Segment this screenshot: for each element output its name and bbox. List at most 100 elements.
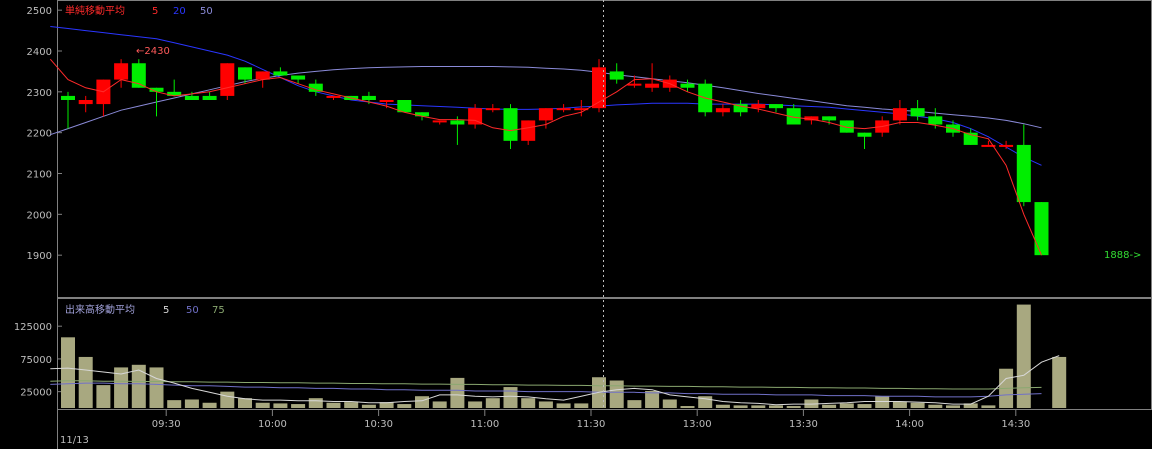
time-tick-label: 13:00 [683, 419, 712, 430]
candle-body [1034, 202, 1049, 256]
price-legend-sma20: 20 [173, 6, 186, 17]
volume-bar [468, 401, 483, 408]
volume-bar [397, 404, 412, 408]
candle-body [999, 144, 1014, 147]
volume-bar [680, 406, 695, 408]
sma5-line [49, 58, 1042, 256]
volume-bar [786, 406, 801, 408]
candle-body [715, 108, 730, 113]
volume-bar [521, 398, 536, 408]
volume-bar [344, 402, 359, 408]
volume-bar [96, 385, 111, 408]
volume-bar [149, 367, 164, 408]
price-tick-label: 2200 [27, 129, 52, 140]
candle-body [910, 108, 925, 117]
volume-bar [220, 391, 235, 408]
volume-bar [662, 399, 677, 408]
candle-body [220, 63, 235, 96]
candle-body [149, 87, 164, 92]
volume-bar [839, 403, 854, 408]
volume-bar [574, 403, 589, 408]
volume-tick-label: 125000 [14, 322, 52, 333]
time-tick-label: 14:30 [1001, 419, 1030, 430]
volume-bar [415, 396, 429, 408]
volume-bar [698, 396, 713, 408]
volume-ma75-line [50, 380, 1042, 390]
volume-legend-ma75: 75 [212, 305, 225, 316]
price-tick-label: 2300 [27, 88, 52, 99]
time-tick-label: 14:00 [895, 419, 924, 430]
candle-body [857, 132, 872, 137]
volume-bar [981, 405, 996, 408]
last-price-annotation: 1888-> [1104, 250, 1141, 261]
candle-body [592, 67, 606, 109]
candle-body [892, 108, 907, 121]
price-tick-label: 2100 [27, 170, 52, 181]
candle-body [645, 83, 660, 88]
candle-body [326, 95, 341, 98]
high-annotation: ←2430 [136, 46, 170, 57]
price-tick-label: 2400 [27, 47, 52, 58]
candle-body [167, 91, 182, 96]
volume-bar [131, 364, 146, 408]
volume-bar [875, 396, 890, 408]
volume-axis: 125000 75000 25000 [14, 322, 62, 399]
candle-body [238, 67, 252, 80]
volume-bar [822, 404, 837, 408]
volume-bar [485, 398, 500, 408]
price-tick-label: 2000 [27, 210, 52, 221]
volume-bar [609, 380, 624, 408]
candle-body [131, 63, 146, 88]
candle-body [556, 108, 571, 111]
candle-body [769, 104, 783, 109]
time-tick-label: 09:30 [152, 419, 181, 430]
volume-bar [733, 405, 748, 408]
volume-bar [432, 401, 447, 408]
candle-body [450, 120, 465, 125]
volume-bar [326, 402, 341, 408]
price-legend-title: 単純移動平均 [65, 4, 125, 17]
candle-body [291, 75, 306, 80]
volume-legend-ma50: 50 [186, 305, 199, 316]
volume-bar [238, 398, 252, 408]
volume-bar [946, 405, 960, 408]
volume-legend-ma5: 5 [163, 305, 169, 316]
volume-bar [645, 390, 660, 408]
candle-body [485, 108, 500, 111]
candle-body [839, 120, 854, 133]
volume-legend-title: 出来高移動平均 [65, 303, 135, 316]
candle-body [255, 71, 270, 80]
candle-body [273, 71, 288, 76]
candle-body [78, 100, 93, 105]
volume-bar [1016, 304, 1031, 408]
price-tick-label: 2500 [27, 6, 52, 17]
candle-body [627, 83, 642, 86]
time-tick-label: 10:30 [364, 419, 393, 430]
candle-body [981, 144, 996, 147]
volume-bar [450, 377, 465, 408]
candle-body [379, 100, 394, 102]
candle-body [61, 95, 75, 100]
volume-bar [114, 367, 129, 408]
candle-body [538, 108, 553, 121]
volume-bar [1052, 356, 1067, 408]
volume-bar [379, 402, 394, 408]
volume-bar [308, 398, 323, 408]
time-tick-label: 11:00 [470, 419, 499, 430]
candle-body [822, 116, 837, 121]
candle-body [574, 108, 589, 111]
volume-bar [715, 404, 730, 408]
date-label: 11/13 [60, 435, 89, 446]
sma5-layer [49, 58, 1042, 256]
volume-bar [627, 400, 642, 408]
candle-body [308, 83, 323, 92]
candle-body [1016, 144, 1031, 203]
candle-body [415, 112, 429, 117]
candle-body [609, 71, 624, 80]
volume-bar [928, 404, 943, 408]
sma50-layer [50, 66, 1042, 136]
sma20-layer [50, 26, 1042, 166]
candle-body [184, 95, 199, 100]
volume-bar [255, 402, 270, 408]
